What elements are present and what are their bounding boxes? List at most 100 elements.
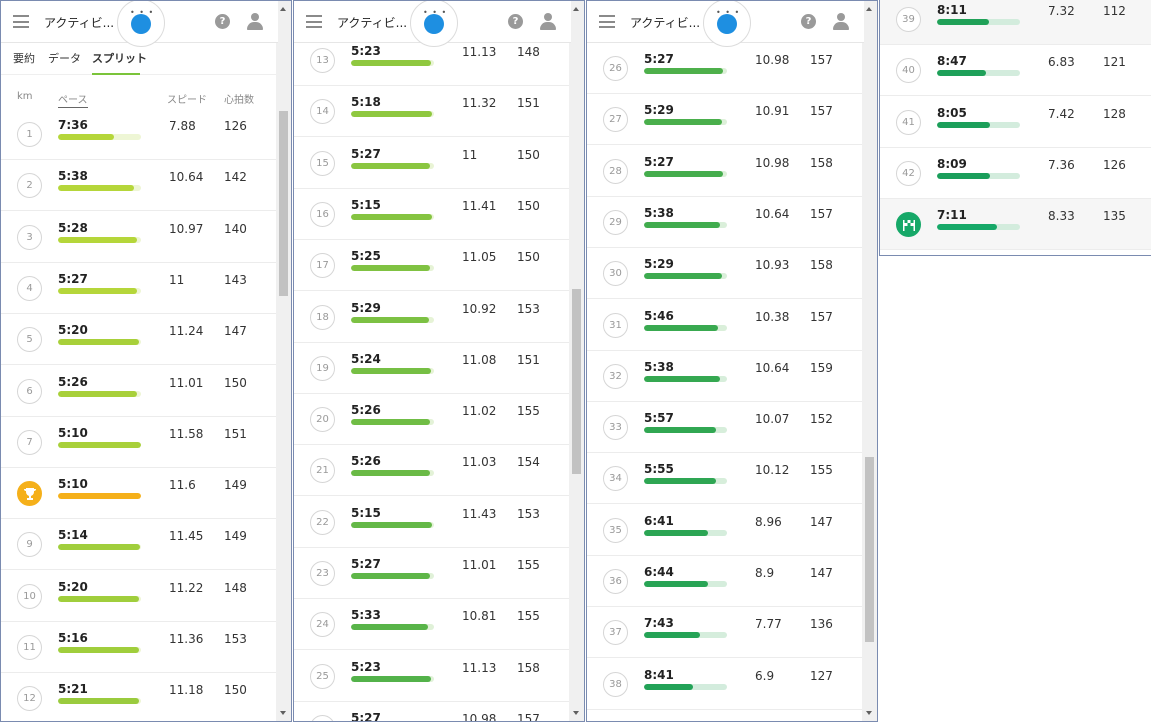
pace-bar-fill	[58, 237, 137, 243]
split-speed: 6.9	[755, 669, 775, 683]
user-icon[interactable]	[247, 13, 263, 30]
pace-bar	[58, 647, 141, 653]
scrollbar-thumb[interactable]	[865, 457, 874, 642]
pace-bar	[58, 185, 141, 191]
tab-summary[interactable]: 要約	[13, 52, 35, 65]
split-row[interactable]: 6 5:26 11.01 150	[1, 366, 278, 417]
split-row[interactable]: 3 5:28 10.97 140	[1, 212, 278, 263]
help-icon[interactable]: ?	[215, 14, 230, 29]
menu-icon[interactable]	[599, 15, 615, 28]
split-row[interactable]: 19 5:24 11.08 151	[294, 343, 571, 394]
help-icon[interactable]: ?	[508, 14, 523, 29]
split-row[interactable]: 2 5:38 10.64 142	[1, 160, 278, 211]
split-row[interactable]: 10 5:20 11.22 148	[1, 571, 278, 622]
split-row[interactable]: 24 5:33 10.81 155	[294, 599, 571, 650]
split-row[interactable]: 4 5:27 11 143	[1, 263, 278, 314]
split-row[interactable]: 28 5:27 10.98 158	[587, 146, 864, 197]
split-row[interactable]: 26 5:27 10.98 157	[587, 43, 864, 94]
split-row[interactable]: 5:10 11.6 149	[1, 468, 278, 519]
split-row[interactable]: 39 8:11 7.32 112	[880, 0, 1151, 45]
pace-bar	[58, 698, 141, 704]
split-row[interactable]: 22 5:15 11.43 153	[294, 497, 571, 548]
split-row[interactable]: 26 5:27 10.98 157	[294, 702, 571, 721]
scroll-up-arrow[interactable]	[573, 7, 579, 11]
menu-icon[interactable]	[306, 15, 322, 28]
split-row[interactable]: 30 5:29 10.93 158	[587, 248, 864, 299]
app-logo[interactable]: • • •	[117, 1, 165, 47]
help-icon[interactable]: ?	[801, 14, 816, 29]
active-tab-indicator	[92, 73, 140, 75]
scrollbar[interactable]	[862, 1, 877, 721]
column-header-pace[interactable]: ペース	[58, 91, 88, 108]
split-row[interactable]: 11 5:16 11.36 153	[1, 622, 278, 673]
split-row[interactable]: 27 5:29 10.91 157	[587, 94, 864, 145]
user-icon[interactable]	[540, 13, 556, 30]
split-heart-rate: 155	[517, 558, 540, 572]
split-row[interactable]: 9 5:14 11.45 149	[1, 519, 278, 570]
split-row[interactable]: 21 5:26 11.03 154	[294, 445, 571, 496]
km-badge: 35	[603, 518, 628, 543]
split-row[interactable]: 25 5:23 11.13 158	[294, 651, 571, 702]
scroll-up-arrow[interactable]	[280, 7, 286, 11]
split-heart-rate: 153	[517, 507, 540, 521]
split-pace: 5:29	[644, 103, 674, 117]
pace-bar-fill	[644, 171, 723, 177]
app-logo[interactable]: • • •	[410, 1, 458, 47]
split-row[interactable]: 15 5:27 11 150	[294, 138, 571, 189]
km-badge: 33	[603, 415, 628, 440]
pace-bar-fill	[58, 391, 137, 397]
column-header-km: km	[17, 91, 33, 102]
split-speed: 11.18	[169, 683, 204, 697]
split-row[interactable]: 20 5:26 11.02 155	[294, 394, 571, 445]
split-row[interactable]: 32 5:38 10.64 159	[587, 351, 864, 402]
split-speed: 10.64	[755, 207, 790, 221]
pace-bar-fill	[351, 111, 433, 117]
split-row[interactable]: 29 5:38 10.64 157	[587, 197, 864, 248]
split-speed: 10.98	[755, 156, 790, 170]
scrollbar-thumb[interactable]	[572, 289, 581, 474]
split-row[interactable]: 41 8:05 7.42 128	[880, 97, 1151, 148]
split-row[interactable]: 17 5:25 11.05 150	[294, 240, 571, 291]
split-row[interactable]: 7 5:10 11.58 151	[1, 417, 278, 468]
scroll-down-arrow[interactable]	[866, 711, 872, 715]
split-row[interactable]: 38 8:41 6.9 127	[587, 659, 864, 710]
menu-icon[interactable]	[13, 15, 29, 28]
scroll-up-arrow[interactable]	[866, 7, 872, 11]
scroll-down-arrow[interactable]	[280, 711, 286, 715]
split-pace: 5:18	[351, 95, 381, 109]
split-row[interactable]: 18 5:29 10.92 153	[294, 292, 571, 343]
scrollbar-thumb[interactable]	[279, 111, 288, 296]
pace-bar	[351, 676, 434, 682]
split-row[interactable]: 35 6:41 8.96 147	[587, 505, 864, 556]
pace-bar-fill	[644, 684, 693, 690]
split-row[interactable]: 12 5:21 11.18 150	[1, 673, 278, 721]
split-row[interactable]: 37 7:43 7.77 136	[587, 607, 864, 658]
split-row[interactable]: 14 5:18 11.32 151	[294, 86, 571, 137]
split-row[interactable]: 16 5:15 11.41 150	[294, 189, 571, 240]
split-heart-rate: 155	[517, 609, 540, 623]
scrollbar[interactable]	[569, 1, 584, 721]
pace-bar	[644, 171, 727, 177]
scroll-down-arrow[interactable]	[573, 711, 579, 715]
km-badge: 32	[603, 364, 628, 389]
split-row[interactable]: 33 5:57 10.07 152	[587, 402, 864, 453]
tab-splits[interactable]: スプリット	[92, 52, 147, 65]
pace-bar-fill	[644, 222, 721, 228]
scrollbar[interactable]	[276, 1, 291, 721]
user-icon[interactable]	[833, 13, 849, 30]
split-row[interactable]: 34 5:55 10.12 155	[587, 453, 864, 504]
split-row[interactable]: 31 5:46 10.38 157	[587, 300, 864, 351]
split-row[interactable]: 42 8:09 7.36 126	[880, 148, 1151, 199]
app-logo[interactable]: • • •	[703, 1, 751, 47]
tab-data[interactable]: データ	[48, 52, 81, 65]
pace-bar-fill	[351, 60, 431, 66]
split-speed: 11.32	[462, 96, 497, 110]
split-row[interactable]: 1 7:36 7.88 126	[1, 109, 278, 160]
split-row[interactable]: 5 5:20 11.24 147	[1, 314, 278, 365]
split-row[interactable]: 7:11 8.33 135	[880, 199, 1151, 250]
split-speed: 7.36	[1048, 158, 1075, 172]
split-row[interactable]: 36 6:44 8.9 147	[587, 556, 864, 607]
split-row[interactable]: 40 8:47 6.83 121	[880, 45, 1151, 96]
split-row[interactable]: 23 5:27 11.01 155	[294, 548, 571, 599]
split-heart-rate: 157	[810, 104, 833, 118]
